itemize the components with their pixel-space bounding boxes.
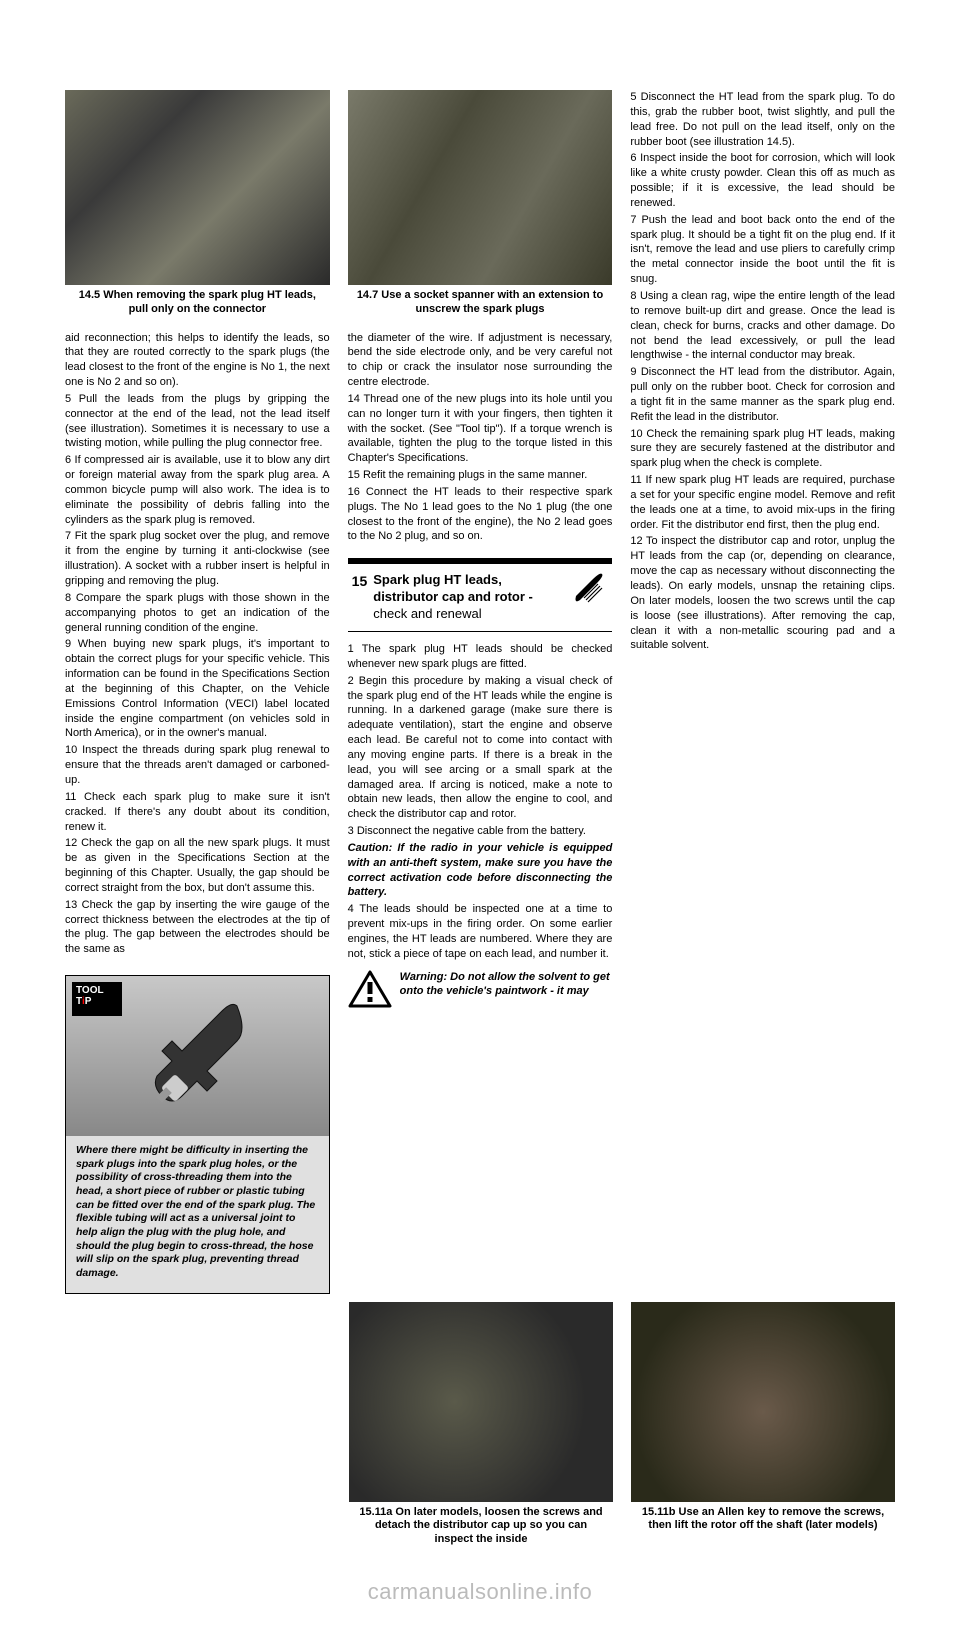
body-text: the diameter of the wire. If adjustment … — [348, 331, 613, 390]
tooltip-text: Where there might be difficulty in inser… — [66, 1136, 329, 1292]
main-columns: 14.5 When removing the spark plug HT lea… — [65, 90, 895, 1294]
warning-text: Warning: Do not allow the solvent to get… — [400, 970, 613, 999]
tooltip-badge-line2: TiP — [76, 996, 91, 1007]
figure-15-11a: 15.11a On later models, loosen the screw… — [349, 1302, 613, 1555]
section-number: 15 — [352, 572, 368, 591]
figure-14-7-image — [348, 90, 613, 285]
section-title-bold: Spark plug HT leads, distributor cap and… — [373, 572, 568, 606]
body-text: 11 Check each spark plug to make sure it… — [65, 790, 330, 835]
section-title-light: check and renewal — [373, 606, 481, 621]
figure-15-11a-image — [349, 1302, 613, 1502]
body-text: 8 Compare the spark plugs with those sho… — [65, 591, 330, 636]
figure-14-7-caption: 14.7 Use a socket spanner with an extens… — [348, 285, 613, 325]
body-text: 16 Connect the HT leads to their respect… — [348, 485, 613, 544]
body-text: aid reconnection; this helps to identify… — [65, 331, 330, 390]
figure-14-5-caption: 14.5 When removing the spark plug HT lea… — [65, 285, 330, 325]
watermark: carmanualsonline.info — [65, 1579, 895, 1605]
tooltip-image: TOOL TiP — [66, 976, 329, 1136]
body-text: 1 The spark plug HT leads should be chec… — [348, 642, 613, 672]
body-text: Caution: If the radio in your vehicle is… — [348, 841, 613, 900]
column-1: 14.5 When removing the spark plug HT lea… — [65, 90, 330, 1294]
body-text: 9 Disconnect the HT lead from the distri… — [630, 365, 895, 424]
wrench-icon — [574, 572, 608, 606]
body-text: 5 Pull the leads from the plugs by gripp… — [65, 392, 330, 451]
figure-15-11b-image — [631, 1302, 895, 1502]
tooltip-badge-line1: TOOL — [76, 985, 104, 996]
body-text: 10 Check the remaining spark plug HT lea… — [630, 427, 895, 472]
figure-15-11b: 15.11b Use an Allen key to remove the sc… — [631, 1302, 895, 1555]
body-text: 3 Disconnect the negative cable from the… — [348, 824, 613, 839]
body-text: 5 Disconnect the HT lead from the spark … — [630, 90, 895, 149]
tooltip-box: TOOL TiP Where there might be difficulty… — [65, 975, 330, 1293]
body-text: 11 If new spark plug HT leads are requir… — [630, 473, 895, 532]
body-text: 6 Inspect inside the boot for corrosion,… — [630, 151, 895, 210]
tooltip-badge: TOOL TiP — [72, 982, 122, 1016]
figure-15-11b-caption: 15.11b Use an Allen key to remove the sc… — [631, 1502, 895, 1542]
body-text: 10 Inspect the threads during spark plug… — [65, 743, 330, 788]
body-text: 12 Check the gap on all the new spark pl… — [65, 836, 330, 895]
warning-block: Warning: Do not allow the solvent to get… — [348, 970, 613, 1008]
body-text: 9 When buying new spark plugs, it's impo… — [65, 637, 330, 741]
figure-14-5-image — [65, 90, 330, 285]
column-3: 5 Disconnect the HT lead from the spark … — [630, 90, 895, 1294]
section-title: Spark plug HT leads, distributor cap and… — [373, 572, 568, 623]
bottom-figure-row: 15.11a On later models, loosen the screw… — [349, 1302, 895, 1561]
figure-14-5: 14.5 When removing the spark plug HT lea… — [65, 90, 330, 325]
body-text: 15 Refit the remaining plugs in the same… — [348, 468, 613, 483]
spark-plug-illustration — [137, 996, 257, 1116]
body-text: 6 If compressed air is available, use it… — [65, 453, 330, 527]
section-15-header: 15 Spark plug HT leads, distributor cap … — [348, 558, 613, 632]
column-2: 14.7 Use a socket spanner with an extens… — [348, 90, 613, 1294]
body-text: 4 The leads should be inspected one at a… — [348, 902, 613, 961]
body-text: 14 Thread one of the new plugs into its … — [348, 392, 613, 466]
body-text: 12 To inspect the distributor cap and ro… — [630, 534, 895, 653]
warning-triangle-icon — [348, 970, 392, 1008]
body-text: 13 Check the gap by inserting the wire g… — [65, 898, 330, 957]
body-text: 2 Begin this procedure by making a visua… — [348, 674, 613, 822]
body-text: 8 Using a clean rag, wipe the entire len… — [630, 289, 895, 363]
body-text: 7 Push the lead and boot back onto the e… — [630, 213, 895, 287]
page-content: 14.5 When removing the spark plug HT lea… — [0, 0, 960, 1645]
figure-15-11a-caption: 15.11a On later models, loosen the screw… — [349, 1502, 613, 1555]
body-text: 7 Fit the spark plug socket over the plu… — [65, 529, 330, 588]
figure-14-7: 14.7 Use a socket spanner with an extens… — [348, 90, 613, 325]
